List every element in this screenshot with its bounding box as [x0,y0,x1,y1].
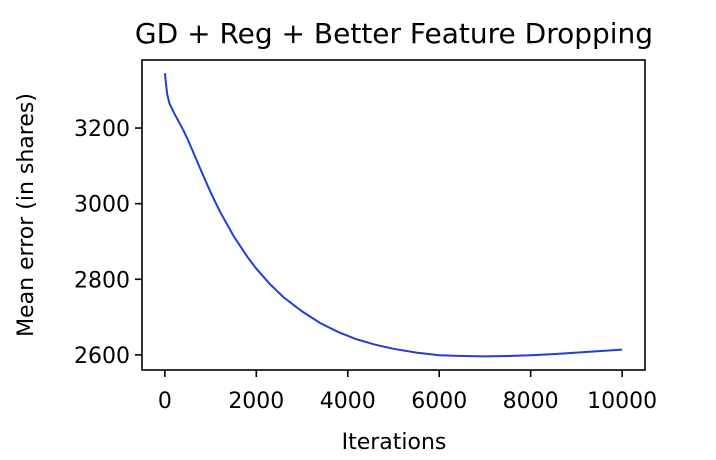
x-tick-label: 10000 [587,389,657,414]
x-tick-label: 4000 [320,389,376,414]
y-tick-label: 2600 [74,344,130,369]
y-tick-label: 3200 [74,117,130,142]
x-tick-label: 2000 [228,389,284,414]
series-line [163,73,623,358]
x-tick-label: 0 [158,389,172,414]
x-tick-label: 6000 [411,389,467,414]
plot-area-frame [141,59,646,371]
x-axis-ticks: 0 2000 4000 6000 8000 10000 [158,370,657,414]
y-tick-label: 3000 [74,193,130,218]
y-axis-label: Mean error (in shares) [14,93,39,337]
chart-title: GD + Reg + Better Feature Dropping [135,17,653,50]
y-axis-ticks: 2600 2800 3000 3200 [74,117,142,369]
x-tick-label: 8000 [503,389,559,414]
x-axis-label: Iterations [342,430,447,455]
y-tick-label: 2800 [74,268,130,293]
